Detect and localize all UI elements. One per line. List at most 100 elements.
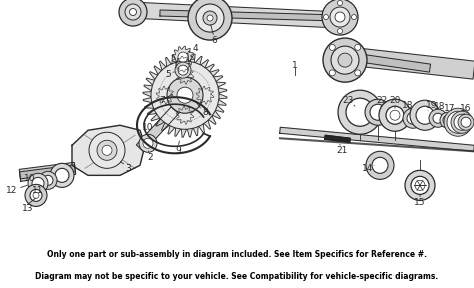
Circle shape [416, 106, 434, 124]
Circle shape [433, 113, 443, 123]
Circle shape [102, 145, 112, 155]
Circle shape [196, 4, 224, 32]
Circle shape [447, 111, 469, 133]
Circle shape [444, 108, 472, 136]
Circle shape [178, 52, 188, 62]
Circle shape [352, 14, 356, 20]
Text: 14: 14 [362, 164, 374, 173]
Circle shape [461, 117, 471, 127]
Polygon shape [160, 10, 340, 21]
Polygon shape [137, 107, 179, 152]
Text: 7: 7 [159, 96, 165, 105]
Circle shape [451, 111, 473, 133]
Text: 13: 13 [22, 204, 34, 213]
Text: 8: 8 [202, 108, 208, 117]
Circle shape [39, 171, 57, 190]
Circle shape [429, 109, 447, 127]
Text: 23: 23 [342, 96, 354, 105]
Text: 21: 21 [337, 146, 348, 155]
Text: 22: 22 [376, 96, 388, 105]
Circle shape [407, 112, 419, 124]
Polygon shape [196, 86, 214, 104]
Circle shape [335, 12, 345, 22]
Circle shape [139, 134, 157, 152]
Circle shape [338, 53, 352, 67]
Circle shape [411, 176, 429, 194]
Circle shape [188, 0, 232, 40]
Circle shape [379, 99, 411, 131]
Circle shape [365, 99, 391, 125]
Circle shape [346, 98, 374, 126]
Text: Only one part or sub-assembly in diagram included. See Item Specifics for Refere: Only one part or sub-assembly in diagram… [47, 250, 427, 259]
Polygon shape [339, 51, 430, 72]
Text: 17: 17 [444, 104, 456, 113]
Circle shape [331, 46, 359, 74]
Circle shape [43, 175, 53, 185]
Polygon shape [72, 125, 145, 175]
Circle shape [203, 11, 217, 25]
Circle shape [89, 132, 125, 168]
Circle shape [458, 114, 474, 130]
Circle shape [443, 115, 453, 125]
Circle shape [50, 163, 74, 187]
Circle shape [33, 192, 39, 198]
Polygon shape [176, 106, 194, 124]
Circle shape [330, 7, 350, 27]
Text: 5: 5 [165, 70, 171, 79]
Circle shape [405, 170, 435, 200]
Polygon shape [129, 2, 340, 28]
Polygon shape [339, 46, 474, 79]
Circle shape [119, 0, 147, 26]
Circle shape [415, 180, 425, 190]
Polygon shape [172, 46, 194, 68]
Circle shape [390, 110, 400, 120]
Circle shape [97, 140, 117, 160]
Circle shape [322, 0, 358, 35]
Text: 15: 15 [414, 198, 426, 207]
Circle shape [55, 168, 69, 182]
Circle shape [323, 14, 328, 20]
Text: 18: 18 [434, 102, 446, 111]
Circle shape [151, 61, 219, 129]
Circle shape [454, 114, 470, 130]
Text: 10: 10 [142, 123, 154, 132]
Text: 1: 1 [292, 61, 298, 70]
Circle shape [329, 44, 335, 50]
Text: Diagram may not be specific to your vehicle. See Compatibility for vehicle-speci: Diagram may not be specific to your vehi… [36, 272, 438, 281]
Text: 16: 16 [460, 104, 472, 113]
Polygon shape [143, 53, 227, 137]
Circle shape [372, 157, 388, 173]
Circle shape [30, 190, 42, 201]
Text: 9: 9 [175, 146, 181, 155]
Text: 20: 20 [389, 96, 401, 105]
Text: 3: 3 [125, 164, 131, 173]
Text: 19: 19 [426, 101, 438, 110]
Circle shape [403, 108, 423, 128]
Polygon shape [156, 86, 174, 104]
Text: 12: 12 [6, 186, 18, 195]
Circle shape [175, 62, 191, 78]
Circle shape [177, 87, 193, 103]
Circle shape [129, 9, 137, 16]
Circle shape [337, 1, 343, 5]
Polygon shape [19, 165, 75, 179]
Polygon shape [280, 127, 474, 151]
Circle shape [25, 184, 47, 206]
Circle shape [355, 70, 361, 76]
Circle shape [125, 4, 141, 20]
Polygon shape [325, 135, 350, 142]
Circle shape [366, 151, 394, 179]
Circle shape [337, 29, 343, 34]
Circle shape [32, 177, 44, 190]
Circle shape [355, 44, 361, 50]
Circle shape [167, 77, 203, 113]
Circle shape [440, 112, 456, 128]
Circle shape [338, 90, 382, 134]
Polygon shape [176, 66, 194, 84]
Circle shape [386, 106, 404, 124]
Text: 4: 4 [192, 43, 198, 53]
Circle shape [178, 65, 188, 75]
Circle shape [207, 15, 213, 21]
Polygon shape [175, 56, 191, 72]
Circle shape [28, 173, 48, 193]
